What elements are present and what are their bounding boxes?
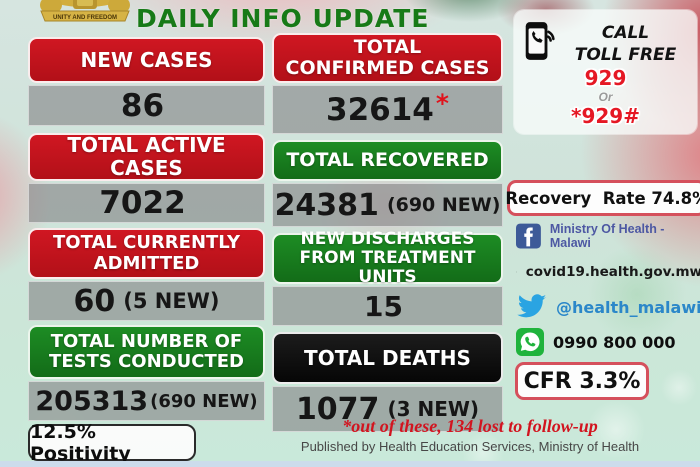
coat-of-arms-icon: UNITY AND FREEDOM [40, 0, 130, 22]
call-toll-free-card: CALL TOLL FREE 929 Or *929# [514, 10, 697, 134]
facebook-contact-row[interactable]: Ministry Of Health - Malawi [516, 222, 700, 250]
globe-icon: www [516, 271, 517, 273]
stats-column-middle: TOTAL CONFIRMED CASES 32614 * TOTAL RECOV… [272, 33, 503, 432]
or-label: Or [598, 89, 613, 104]
stat-label: TOTAL CURRENTLY ADMITTED [28, 228, 265, 279]
stat-value: 7022 [28, 183, 265, 223]
stat-card-currently-admitted: TOTAL CURRENTLY ADMITTED 60 (5 NEW) [28, 228, 265, 321]
whatsapp-number: 0990 800 000 [553, 332, 676, 352]
stat-label: TOTAL RECOVERED [272, 140, 503, 181]
twitter-handle: @health_malawi [556, 297, 700, 317]
stats-column-left: NEW CASES 86 TOTAL ACTIVE CASES 7022 TOT… [28, 37, 265, 421]
twitter-contact-row[interactable]: @health_malawi [516, 294, 700, 320]
cfr-badge: CFR 3.3% [515, 362, 649, 400]
stat-label: TOTAL ACTIVE CASES [28, 133, 265, 181]
stat-value: 1077 (3 NEW) [272, 386, 503, 432]
website-contact-row[interactable]: www covid19.health.gov.mw [516, 257, 700, 287]
contact-list: Ministry Of Health - Malawi www covid19.… [516, 222, 700, 356]
website-url: covid19.health.gov.mw [525, 264, 700, 280]
call-toll-free-label: CALL TOLL FREE [574, 23, 677, 66]
whatsapp-contact-row[interactable]: 0990 800 000 [516, 328, 700, 356]
logo-banner-text: UNITY AND FREEDOM [53, 15, 117, 21]
stat-card-total-deaths: TOTAL DEATHS 1077 (3 NEW) [272, 332, 503, 432]
stat-label: NEW CASES [28, 37, 265, 83]
stat-card-active-cases: TOTAL ACTIVE CASES 7022 [28, 133, 265, 223]
stat-value: 15 [272, 286, 503, 326]
facebook-handle: Ministry Of Health - Malawi [549, 222, 665, 250]
stat-value: 60 (5 NEW) [28, 281, 265, 321]
stat-label: NEW DISCHARGES FROM TREATMENT UNITS [272, 229, 503, 287]
toll-free-ussd-code: *929# [571, 103, 640, 128]
malawi-coat-of-arms-logo: UNITY AND FREEDOM [33, 0, 137, 34]
stat-label: TOTAL DEATHS [272, 332, 503, 384]
credit-text: Published by Health Education Services, … [300, 439, 640, 454]
stat-card-new-discharges: NEW DISCHARGES FROM TREATMENT UNITS 15 [272, 229, 503, 326]
stat-label: TOTAL NUMBER OF TESTS CONDUCTED [28, 325, 265, 379]
stat-card-confirmed-cases: TOTAL CONFIRMED CASES 32614 * [272, 33, 503, 134]
phone-icon [525, 22, 555, 60]
facebook-icon [516, 223, 541, 249]
stat-label: TOTAL CONFIRMED CASES [272, 33, 503, 83]
stat-value: 32614 * [272, 85, 503, 134]
stat-value: 24381 (690 NEW) [272, 183, 503, 227]
whatsapp-icon [516, 328, 544, 356]
toll-free-number: 929 [584, 65, 627, 90]
bottom-border-strip [0, 461, 700, 467]
footnote-asterisk: * [435, 89, 449, 118]
twitter-icon [517, 294, 547, 318]
page-title: DAILY INFO UPDATE [136, 4, 430, 33]
stat-value: 86 [28, 85, 265, 126]
stat-card-total-recovered: TOTAL RECOVERED 24381 (690 NEW) [272, 140, 503, 227]
stat-value: 205313 (690 NEW) [28, 381, 265, 421]
stat-card-new-cases: NEW CASES 86 [28, 37, 265, 126]
recovery-rate-badge: Recovery Rate 74.8% [505, 180, 700, 216]
positivity-badge: 12.5% Positivity [28, 421, 196, 465]
footnote-text: *out of these, 134 lost to follow-up [342, 416, 598, 436]
stat-card-tests-conducted: TOTAL NUMBER OF TESTS CONDUCTED 205313 (6… [28, 325, 265, 421]
